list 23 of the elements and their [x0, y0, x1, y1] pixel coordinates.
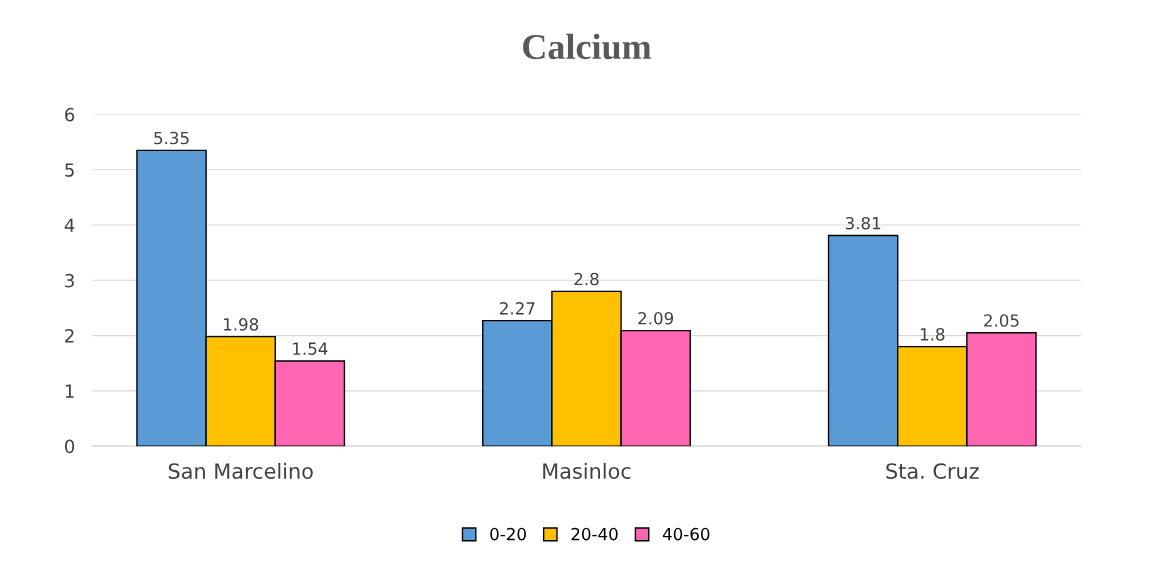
x-tick-label: San Marcelino	[168, 462, 313, 479]
legend-label: 40-60	[662, 527, 710, 541]
data-label: 2.09	[638, 311, 674, 325]
data-label: 2.05	[984, 314, 1019, 327]
data-label: 3.81	[845, 216, 881, 230]
data-label: 1.54	[293, 342, 328, 355]
y-tick-label: 4	[64, 218, 75, 232]
x-tick-label: Masinloc	[543, 462, 631, 479]
x-tick-label: Sta. Cruz	[886, 463, 979, 479]
y-tick-label: 2	[65, 329, 74, 343]
data-label: 1.98	[223, 318, 259, 331]
y-tick-label: 6	[65, 107, 75, 122]
chart-title: Calcium	[523, 33, 652, 60]
data-label: 1.8	[920, 328, 945, 341]
y-tick-label: 1	[65, 384, 74, 398]
y-tick-label: 5	[65, 163, 74, 177]
y-tick-label: 3	[65, 273, 74, 288]
legend-label: 20-40	[571, 527, 618, 541]
data-label: 2.8	[574, 272, 599, 286]
data-label: 2.27	[500, 302, 535, 315]
legend-label: 0-20	[490, 527, 526, 541]
y-tick-label: 0	[65, 439, 75, 454]
data-label: 5.35	[154, 131, 189, 145]
